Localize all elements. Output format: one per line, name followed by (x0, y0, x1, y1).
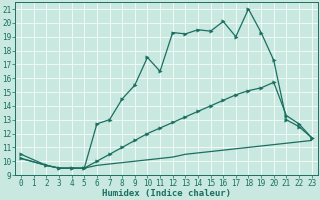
X-axis label: Humidex (Indice chaleur): Humidex (Indice chaleur) (102, 189, 231, 198)
